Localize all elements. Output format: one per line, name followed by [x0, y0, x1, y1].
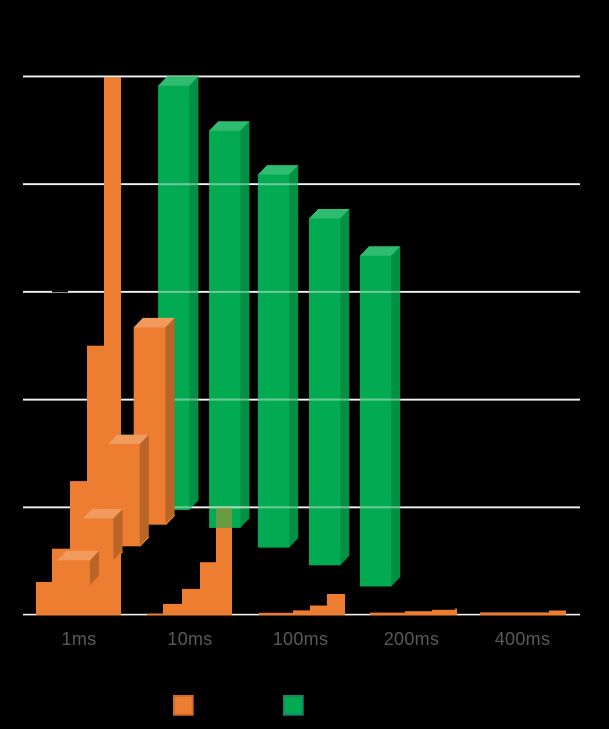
- svg-text:1ms: 1ms: [62, 629, 97, 649]
- svg-text:400ms: 400ms: [495, 629, 551, 649]
- svg-text:200ms: 200ms: [384, 629, 440, 649]
- svg-text:10ms: 10ms: [167, 629, 212, 649]
- svg-text:100ms: 100ms: [273, 629, 329, 649]
